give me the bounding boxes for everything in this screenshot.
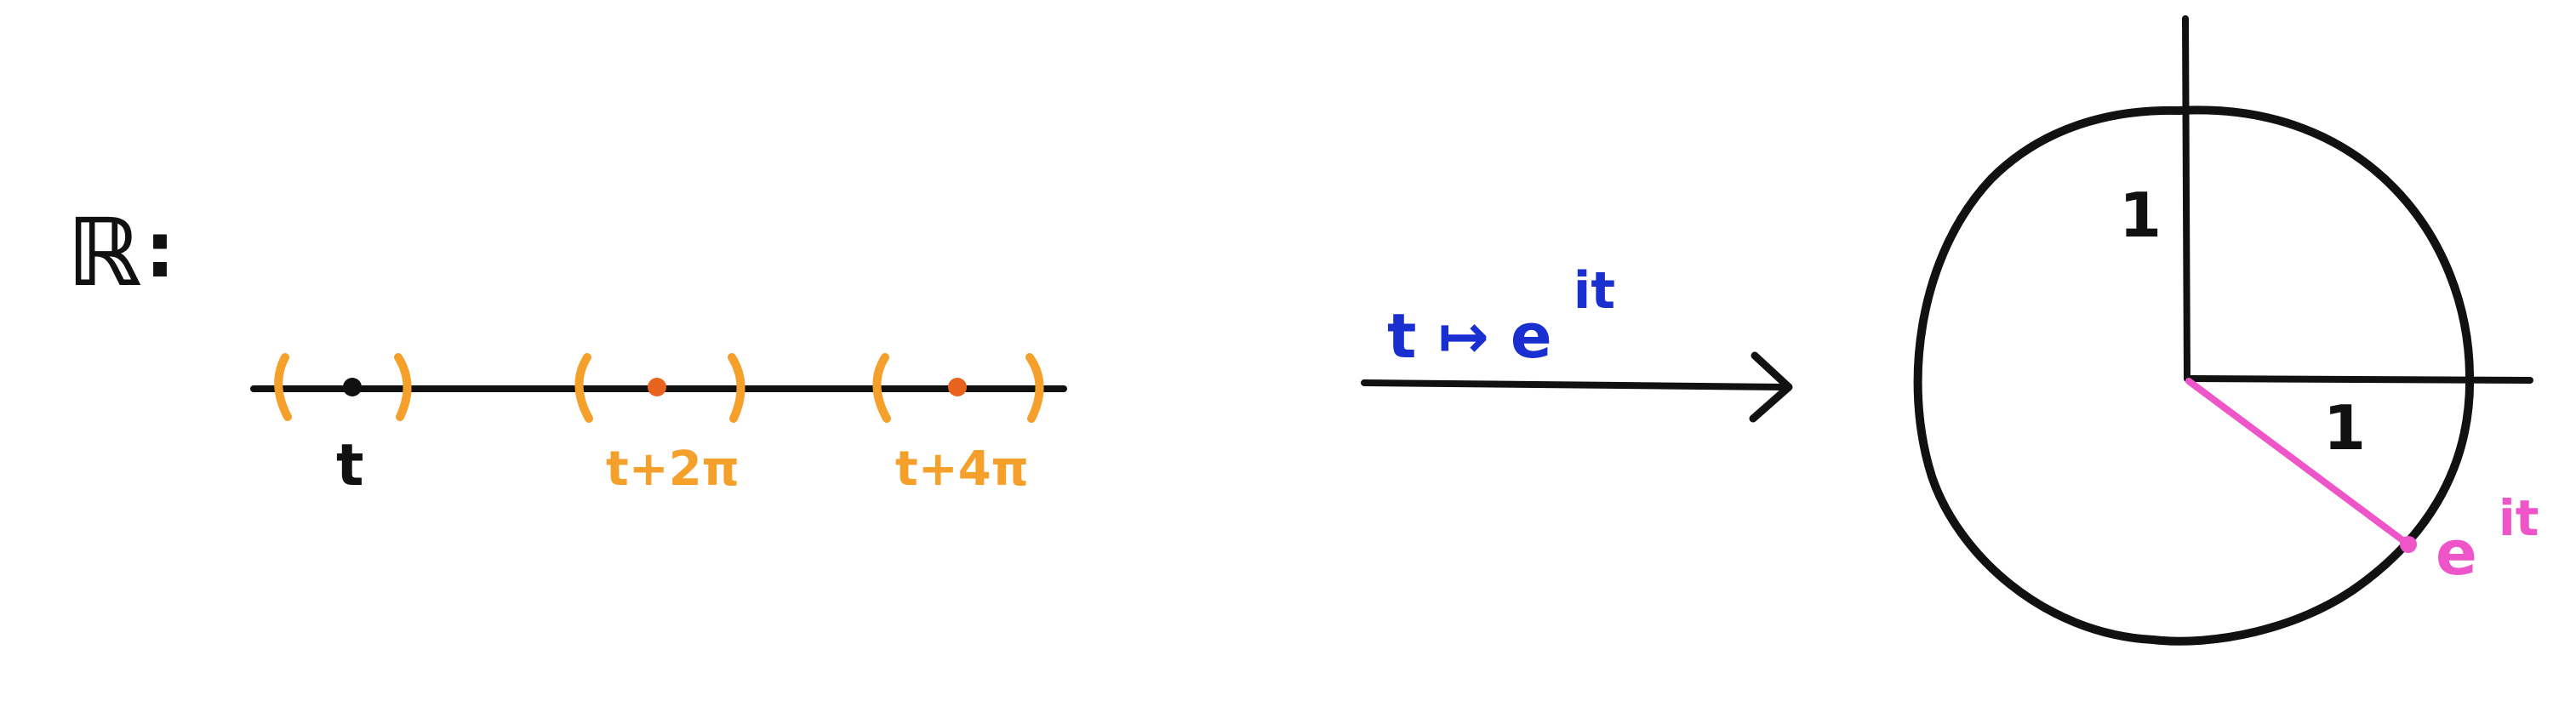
radius-to-eit [2185, 378, 2412, 548]
point-t4pi-label: t+4π [895, 442, 1029, 497]
point-t4pi [948, 378, 967, 396]
interval-t2pi-right-paren [728, 353, 745, 423]
map-arrow-shaft [1361, 379, 1789, 390]
radius-label-vertical: 1 [2119, 180, 2162, 251]
real-line-panel: ℝ : t t+2π t+4π [66, 198, 1067, 499]
point-t [343, 378, 362, 396]
point-eit-label: e it [2436, 489, 2539, 589]
point-eit [2400, 536, 2417, 553]
horizontal-axis [2184, 375, 2533, 384]
unit-circle-panel: 1 1 e it [1913, 15, 2539, 646]
set-label-colon: : [145, 206, 175, 295]
map-label-sup: it [1574, 261, 1615, 321]
vertical-axis [2182, 15, 2190, 382]
map-arrow-panel: t ↦ e it [1361, 261, 1793, 423]
set-label-r: ℝ [66, 198, 141, 307]
map-label-base: t ↦ e [1387, 300, 1552, 372]
interval-t4pi-left-paren [872, 353, 891, 423]
map-arrow-head [1749, 351, 1793, 423]
point-t-label: t [336, 432, 364, 499]
map-label: t ↦ e it [1387, 261, 1615, 372]
interval-t-left-paren [274, 353, 292, 421]
point-t2pi-label: t+2π [606, 442, 740, 497]
point-eit-label-sup: it [2499, 489, 2539, 547]
point-t2pi [648, 378, 666, 396]
radius-label-horizontal: 1 [2323, 392, 2366, 464]
unit-circle [1913, 105, 2475, 646]
point-eit-label-base: e [2436, 517, 2477, 589]
interval-t-right-paren [394, 353, 412, 421]
interval-t2pi-left-paren [574, 353, 593, 423]
interval-t4pi-right-paren [1025, 353, 1044, 423]
